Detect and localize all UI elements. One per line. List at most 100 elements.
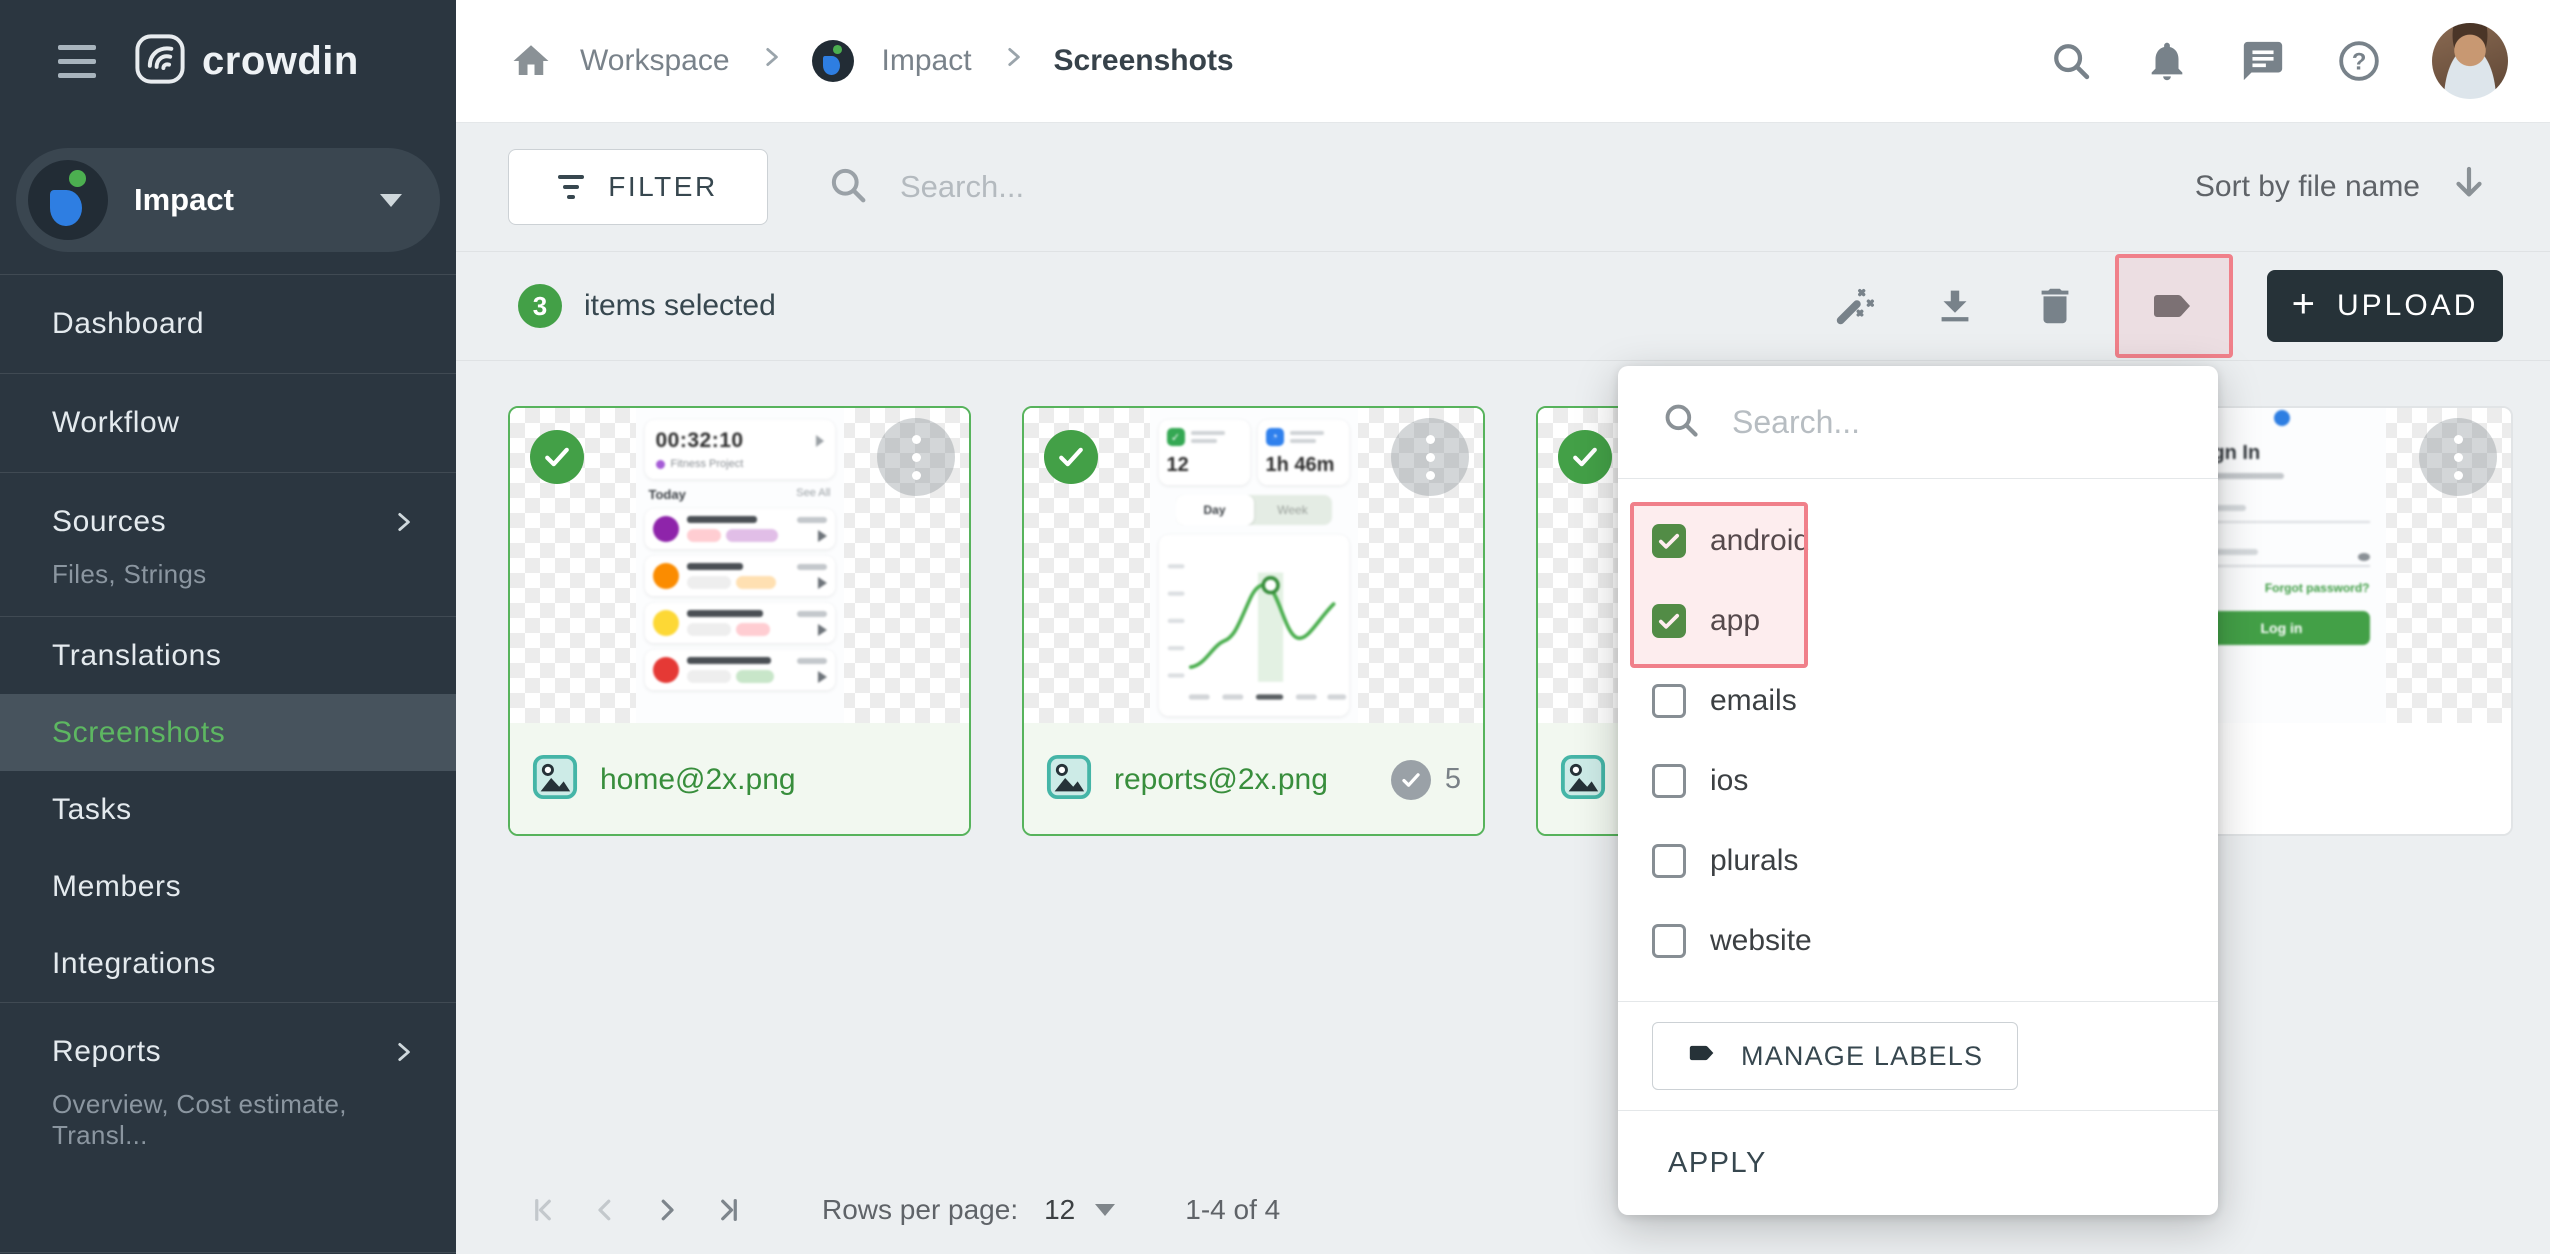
- manage-labels-row: MANAGE LABELS: [1618, 1001, 2218, 1110]
- label-option-website[interactable]: website: [1618, 901, 2218, 981]
- screenshot-card-home[interactable]: 00:32:10 Fitness Project Today See All: [508, 406, 971, 836]
- selection-toolbar: 3 items selected: [456, 252, 2550, 361]
- breadcrumb-workspace[interactable]: Workspace: [580, 44, 730, 77]
- filter-button-label: FILTER: [608, 171, 718, 202]
- sidebar-item-workflow[interactable]: Workflow: [0, 374, 456, 472]
- messages-icon[interactable]: [2240, 38, 2286, 84]
- search-icon: [826, 163, 870, 212]
- checkbox-unchecked-icon[interactable]: [1652, 924, 1686, 958]
- label-option-text: app: [1710, 604, 1761, 637]
- sidebar-item-sublabel: Files, Strings: [52, 559, 207, 589]
- project-switcher[interactable]: Impact: [16, 148, 440, 252]
- crowdin-logo[interactable]: crowdin: [134, 33, 359, 90]
- last-page-button[interactable]: [714, 1194, 744, 1226]
- manage-labels-label: MANAGE LABELS: [1741, 1040, 1984, 1071]
- label-option-app[interactable]: app: [1618, 581, 2218, 661]
- sidebar-item-label: Reports: [52, 1035, 162, 1068]
- sidebar-item-label: Members: [52, 869, 182, 903]
- chevron-right-icon: [1000, 44, 1026, 78]
- crowdin-wordmark: crowdin: [202, 38, 359, 83]
- mock-forgot-link: Forgot password?: [2264, 581, 2370, 595]
- sidebar-item-reports[interactable]: Reports: [0, 1003, 456, 1101]
- download-icon[interactable]: [1932, 283, 1978, 329]
- main-area: Workspace Impact Screenshots: [456, 0, 2550, 1254]
- sidebar-item-integrations[interactable]: Integrations: [0, 925, 456, 1002]
- pagination: Rows per page: 12 1-4 of 4: [528, 1194, 1280, 1226]
- checkbox-unchecked-icon[interactable]: [1652, 844, 1686, 878]
- checkbox-checked-icon[interactable]: [1652, 524, 1686, 558]
- sidebar-item-label: Workflow: [52, 406, 180, 439]
- sidebar-item-members[interactable]: Members: [0, 848, 456, 925]
- next-page-button[interactable]: [652, 1194, 682, 1226]
- sidebar-item-tasks[interactable]: Tasks: [0, 771, 456, 848]
- sidebar-item-translations[interactable]: Translations: [0, 617, 456, 694]
- label-tag-icon-highlighted[interactable]: [2115, 254, 2233, 358]
- label-option-plurals[interactable]: plurals: [1618, 821, 2218, 901]
- checkbox-unchecked-icon[interactable]: [1652, 764, 1686, 798]
- caret-down-icon[interactable]: [1095, 1204, 1116, 1216]
- selected-check-icon[interactable]: [1044, 430, 1098, 484]
- sidebar-item-label: Integrations: [52, 946, 216, 980]
- project-avatar: [28, 160, 108, 240]
- filter-button[interactable]: FILTER: [508, 149, 768, 225]
- chevron-right-icon: [758, 44, 784, 78]
- label-option-android[interactable]: android: [1618, 501, 2218, 581]
- screenshot-card-reports[interactable]: ✓ 12 ◔ 1h 46m Day Week: [1022, 406, 1485, 836]
- selected-check-icon[interactable]: [530, 430, 584, 484]
- selected-count-badge: 3: [518, 284, 562, 328]
- apply-button[interactable]: APPLY: [1668, 1146, 1767, 1179]
- screenshot-filename[interactable]: home@2x.png: [600, 762, 796, 796]
- search-icon[interactable]: [2048, 38, 2094, 84]
- nav-group: Reports Overview, Cost estimate, Transl.…: [0, 1003, 456, 1253]
- filter-bar: FILTER Sort by file name: [456, 123, 2550, 252]
- notifications-bell-icon[interactable]: [2144, 38, 2190, 84]
- mock-project-label: Fitness Project: [670, 458, 744, 470]
- manage-labels-button[interactable]: MANAGE LABELS: [1652, 1022, 2019, 1090]
- kebab-menu-icon[interactable]: [1391, 418, 1469, 496]
- rows-per-page-value[interactable]: 12: [1044, 1194, 1076, 1225]
- sidebar-item-screenshots[interactable]: Screenshots: [0, 694, 456, 771]
- selected-check-icon[interactable]: [1558, 430, 1612, 484]
- nav-group: Dashboard: [0, 275, 456, 374]
- home-icon[interactable]: [510, 40, 552, 82]
- breadcrumb-project[interactable]: Impact: [881, 44, 972, 77]
- first-page-button[interactable]: [528, 1194, 558, 1226]
- image-file-icon: [1560, 754, 1606, 805]
- sidebar-item-label: Sources: [52, 505, 167, 538]
- caret-down-icon: [380, 193, 402, 207]
- sidebar: crowdin Impact Dashboard Workflow Source…: [0, 0, 456, 1254]
- card-footer: reports@2x.png 5: [1024, 723, 1483, 834]
- help-icon[interactable]: ?: [2336, 38, 2382, 84]
- check-circle-icon: [1390, 759, 1431, 800]
- label-option-text: emails: [1710, 684, 1797, 717]
- hamburger-menu-icon[interactable]: [58, 44, 96, 78]
- auto-tag-wand-icon[interactable]: [1832, 283, 1878, 329]
- delete-trash-icon[interactable]: [2032, 283, 2078, 329]
- previous-page-button[interactable]: [590, 1194, 620, 1226]
- user-avatar[interactable]: [2432, 23, 2508, 99]
- labels-list: android app emails ios: [1618, 479, 2218, 1001]
- mock-toggle-day: Day: [1175, 495, 1254, 525]
- label-option-ios[interactable]: ios: [1618, 741, 2218, 821]
- sidebar-item-dashboard[interactable]: Dashboard: [0, 275, 456, 373]
- labels-dropdown: android app emails ios: [1618, 366, 2218, 1215]
- search-input[interactable]: [898, 168, 1802, 206]
- screenshot-filename[interactable]: reports@2x.png: [1114, 762, 1328, 796]
- checkbox-checked-icon[interactable]: [1652, 604, 1686, 638]
- label-option-text: android: [1710, 524, 1811, 557]
- labels-search-input[interactable]: [1730, 402, 2154, 442]
- apply-row: APPLY: [1618, 1110, 2218, 1215]
- sort-control[interactable]: Sort by file name: [2195, 162, 2490, 212]
- checkbox-unchecked-icon[interactable]: [1652, 684, 1686, 718]
- mock-toggle-week: Week: [1277, 503, 1308, 517]
- image-file-icon: [1046, 754, 1092, 805]
- kebab-menu-icon[interactable]: [2419, 418, 2497, 496]
- sidebar-item-sources[interactable]: Sources: [0, 473, 456, 571]
- upload-button[interactable]: + UPLOAD: [2267, 270, 2503, 342]
- label-option-emails[interactable]: emails: [1618, 661, 2218, 741]
- breadcrumb-current: Screenshots: [1053, 44, 1234, 77]
- kebab-menu-icon[interactable]: [877, 418, 955, 496]
- pagination-range: 1-4 of 4: [1185, 1194, 1281, 1225]
- chevron-right-icon: [390, 1039, 416, 1065]
